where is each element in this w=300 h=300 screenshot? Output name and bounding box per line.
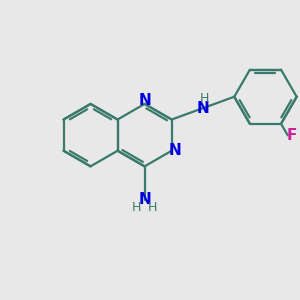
Text: H: H xyxy=(132,201,141,214)
Text: N: N xyxy=(169,143,182,158)
Text: N: N xyxy=(138,93,151,108)
Text: F: F xyxy=(286,128,296,143)
Text: N: N xyxy=(138,192,151,207)
Text: H: H xyxy=(200,92,209,105)
Text: H: H xyxy=(148,201,158,214)
Text: N: N xyxy=(196,100,209,116)
